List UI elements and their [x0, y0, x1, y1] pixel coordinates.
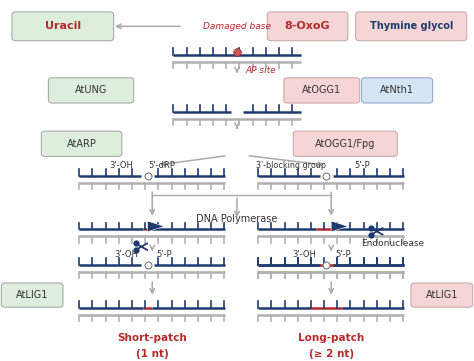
Polygon shape: [147, 221, 164, 232]
Text: AtARP: AtARP: [67, 139, 97, 149]
Text: AtLIG1: AtLIG1: [426, 290, 458, 300]
FancyBboxPatch shape: [48, 78, 134, 103]
Text: Long-patch: Long-patch: [298, 333, 365, 343]
Text: Thymine glycol: Thymine glycol: [370, 21, 453, 31]
Text: 8-OxoG: 8-OxoG: [285, 21, 330, 31]
Text: Damaged base: Damaged base: [203, 22, 271, 31]
FancyBboxPatch shape: [411, 283, 473, 307]
Text: AtOGG1: AtOGG1: [302, 86, 341, 95]
Text: 3'-OH: 3'-OH: [114, 250, 138, 258]
Text: 3'-OH: 3'-OH: [109, 161, 134, 170]
Text: 5'-P: 5'-P: [335, 250, 351, 258]
Text: 3'-OH: 3'-OH: [292, 250, 316, 258]
Polygon shape: [331, 221, 348, 232]
Text: 5'-dRP: 5'-dRP: [148, 161, 175, 170]
Text: AtLIG1: AtLIG1: [16, 290, 48, 300]
Text: DNA Polymerase: DNA Polymerase: [196, 214, 278, 223]
Text: (≥ 2 nt): (≥ 2 nt): [309, 349, 354, 359]
Text: 3'-blocking group: 3'-blocking group: [256, 161, 326, 170]
Text: Uracil: Uracil: [45, 21, 81, 31]
FancyBboxPatch shape: [267, 12, 348, 41]
FancyBboxPatch shape: [284, 78, 360, 103]
Text: AtUNG: AtUNG: [75, 86, 107, 95]
Text: Short-patch: Short-patch: [118, 333, 187, 343]
Text: 5'-P: 5'-P: [354, 161, 370, 170]
Text: 5'-P: 5'-P: [156, 250, 172, 258]
Text: AP site: AP site: [245, 66, 276, 75]
FancyBboxPatch shape: [12, 12, 114, 41]
FancyBboxPatch shape: [1, 283, 63, 307]
Text: AtNth1: AtNth1: [380, 86, 414, 95]
FancyBboxPatch shape: [362, 78, 433, 103]
Text: AtOGG1/Fpg: AtOGG1/Fpg: [315, 139, 375, 149]
FancyBboxPatch shape: [41, 131, 122, 156]
FancyBboxPatch shape: [356, 12, 467, 41]
Text: (1 nt): (1 nt): [136, 349, 169, 359]
FancyBboxPatch shape: [293, 131, 397, 156]
Text: Endonuclease: Endonuclease: [361, 239, 424, 248]
